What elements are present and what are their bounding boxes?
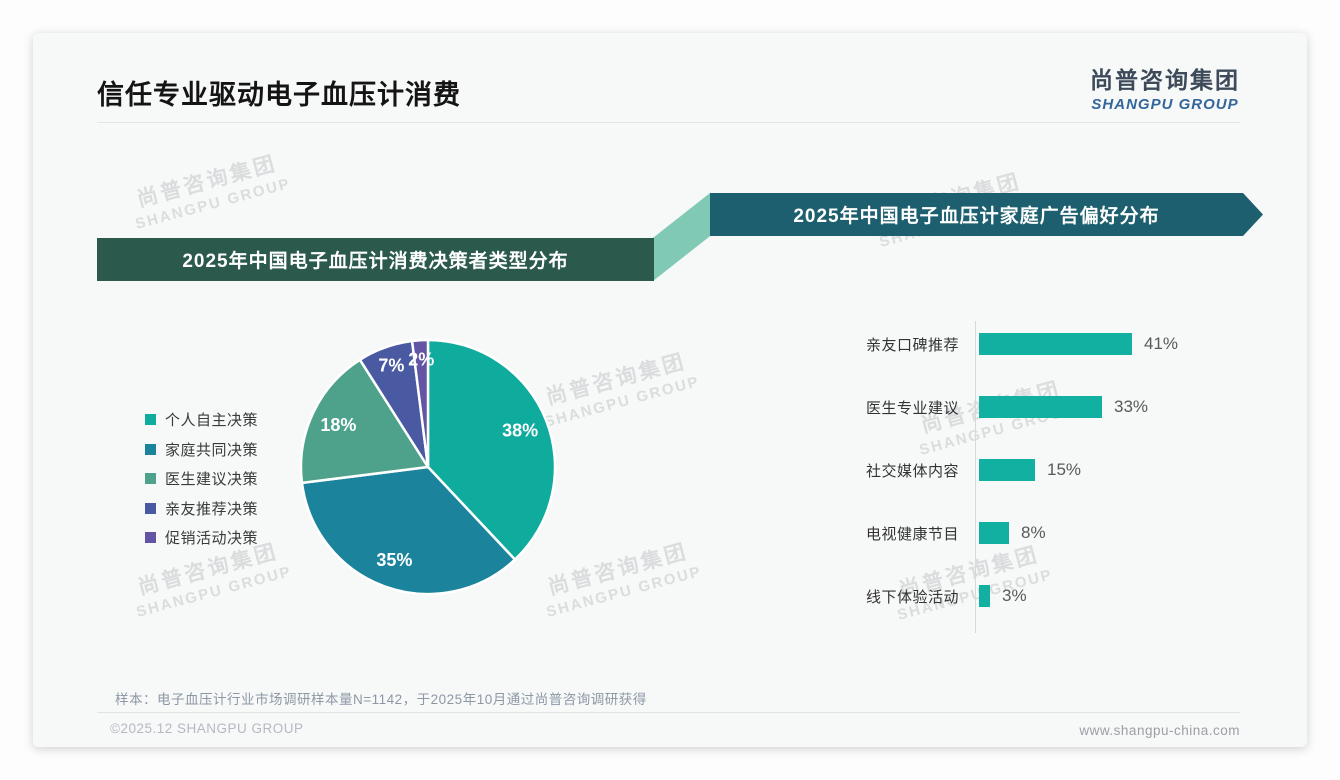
bar-fill [979,333,1132,355]
bar-category-label: 亲友口碑推荐 [865,336,959,354]
pie-slice-label: 2% [408,349,434,369]
bar-value-label: 33% [1114,397,1149,416]
bar-fill [979,522,1009,544]
bar-chart-axis-line [975,321,976,633]
bar-chart-title-banner: 2025年中国电子血压计家庭广告偏好分布 [710,193,1263,236]
watermark-english: SHANGPU GROUP [544,563,704,621]
legend-swatch [145,532,156,544]
bar-chart-rows: 亲友口碑推荐 41% 医生专业建议 33% 社交媒体内容 15% 电视健康节目 8% 线下体验活… [823,333,1253,607]
bar-row: 社交媒体内容 15% [823,459,1253,481]
pie-slice-label: 35% [376,550,412,570]
legend-label: 促销活动决策 [165,530,259,548]
pie-chart-title: 2025年中国电子血压计消费决策者类型分布 [182,251,569,272]
bar-chart: 亲友口碑推荐 41% 医生专业建议 33% 社交媒体内容 15% 电视健康节目 8% 线下体验活… [823,321,1253,633]
legend-swatch [145,443,156,455]
pie-chart-title-banner: 2025年中国电子血压计消费决策者类型分布 [97,238,654,281]
legend-label: 个人自主决策 [165,412,259,430]
legend-swatch [145,502,156,514]
bar-value-label: 15% [1047,460,1082,479]
pie-slice-label: 38% [502,421,538,441]
bar-category-label: 电视健康节目 [865,525,959,543]
pie-slice [299,358,430,485]
pie-slice-label: 18% [320,415,356,435]
bar-value-label: 3% [1002,586,1027,605]
pie-legend: 个人自主决策 家庭共同决策 医生建议决策 亲友推荐决策 促销活动决策 [145,405,258,553]
legend-item: 医生建议决策 [145,464,258,494]
bar-fill [979,396,1102,418]
bar-row: 电视健康节目 8% [823,522,1253,544]
pie-slice [426,338,557,561]
header-divider [97,122,1240,123]
legend-label: 医生建议决策 [165,471,259,489]
pie-slice-label: 7% [378,355,404,375]
bar-value-label: 8% [1021,523,1046,542]
pie-slice [300,465,517,596]
watermark-chinese: 尚普咨询集团 [134,152,280,212]
banner-connector-shape [653,193,710,281]
bar-fill [979,585,990,607]
bar-row: 线下体验活动 3% [823,585,1253,607]
bar-fill [979,459,1035,481]
bar-category-label: 线下体验活动 [865,588,959,606]
page-title: 信任专业驱动电子血压计消费 [97,80,461,110]
legend-label: 家庭共同决策 [165,441,259,459]
bar-category-label: 医生专业建议 [865,399,959,417]
copyright-text: ©2025.12 SHANGPU GROUP [110,721,304,736]
footer-divider [97,712,1240,713]
company-logo: 尚普咨询集团 SHANGPU GROUP [1090,61,1240,113]
sample-note: 样本：电子血压计行业市场调研样本量N=1142，于2025年10月通过尚普咨询调… [115,692,647,707]
bar-row: 医生专业建议 33% [823,396,1253,418]
pie-chart: 38% 35% 18% 7% 2% [288,327,568,607]
logo-chinese-text: 尚普咨询集团 [1090,67,1240,93]
legend-item: 家庭共同决策 [145,435,258,465]
legend-item: 促销活动决策 [145,523,258,553]
watermark-english: SHANGPU GROUP [134,563,294,621]
pie-slice [410,338,430,469]
bar-category-label: 社交媒体内容 [865,462,959,480]
bar-row: 亲友口碑推荐 41% [823,333,1253,355]
logo-english-text: SHANGPU GROUP [1091,96,1239,113]
legend-swatch [145,473,156,485]
bar-chart-title: 2025年中国电子血压计家庭广告偏好分布 [793,206,1160,227]
bar-value-label: 41% [1144,334,1179,353]
website-url: www.shangpu-china.com [1079,723,1240,738]
watermark-english: SHANGPU GROUP [133,175,293,233]
legend-item: 个人自主决策 [145,405,258,435]
legend-item: 亲友推荐决策 [145,494,258,524]
legend-label: 亲友推荐决策 [165,500,259,518]
legend-swatch [145,414,156,426]
pie-chart-svg: 38% 35% 18% 7% 2% [299,338,557,596]
